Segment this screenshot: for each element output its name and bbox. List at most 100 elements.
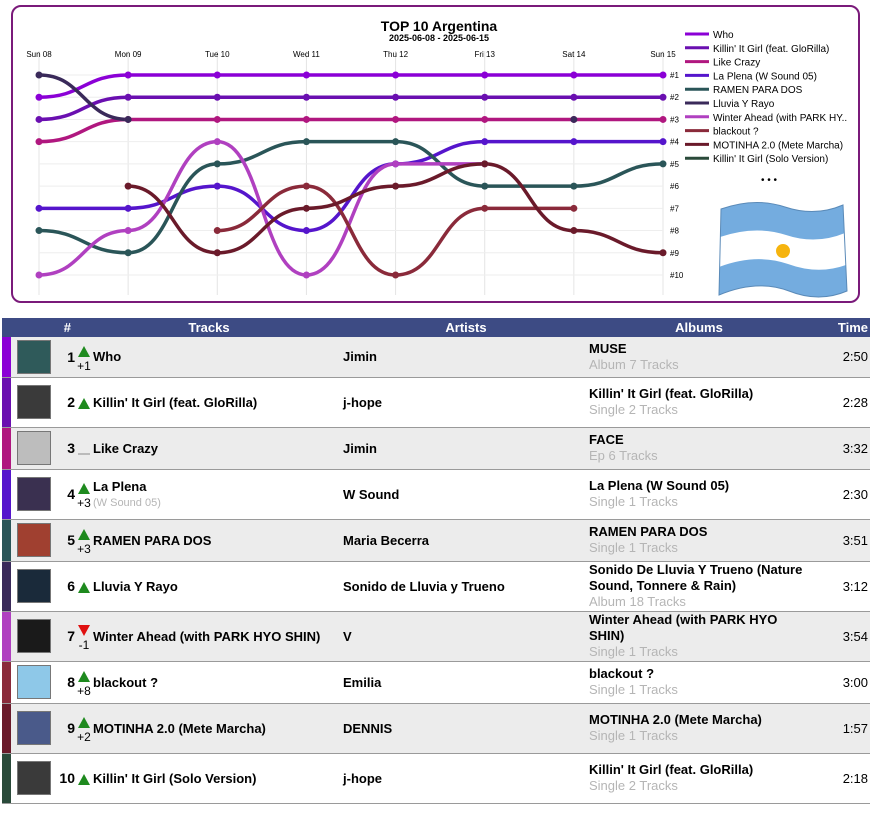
track-title[interactable]: Killin' It Girl (Solo Version)	[93, 770, 257, 786]
album-thumbnail[interactable]	[17, 569, 51, 603]
table-row[interactable]: 8 +8 blackout ? Emilia blackout ? Single 1 Tr…	[2, 661, 870, 704]
album-cell[interactable]: Killin' It Girl (feat. GloRilla) Single 2…	[589, 753, 809, 804]
track-cell[interactable]: Lluvia Y Rayo	[93, 561, 343, 612]
album-thumbnail[interactable]	[17, 477, 51, 511]
track-title[interactable]: blackout ?	[93, 674, 159, 690]
artist-name[interactable]: Emilia	[343, 661, 589, 704]
data-point[interactable]	[35, 138, 43, 146]
track-cell[interactable]: RAMEN PARA DOS	[93, 519, 343, 562]
track-cell[interactable]: Killin' It Girl (Solo Version)	[93, 753, 343, 804]
table-row[interactable]: 6 Lluvia Y Rayo Sonido de Lluvia y Trueno S…	[2, 561, 870, 612]
data-point[interactable]	[35, 227, 43, 235]
album-title[interactable]: RAMEN PARA DOS	[589, 524, 708, 539]
album-thumbnail[interactable]	[17, 339, 51, 374]
track-title[interactable]: RAMEN PARA DOS	[93, 532, 212, 548]
album-thumbnail[interactable]	[17, 665, 51, 699]
album-title[interactable]: FACE	[589, 432, 624, 447]
album-thumbnail[interactable]	[17, 761, 51, 795]
data-point[interactable]	[481, 71, 489, 79]
album-thumbnail[interactable]	[17, 523, 51, 557]
data-point[interactable]	[124, 249, 132, 257]
album-title[interactable]: MOTINHA 2.0 (Mete Marcha)	[589, 712, 762, 727]
data-point[interactable]	[392, 138, 400, 146]
table-row[interactable]: 5 +3 RAMEN PARA DOS Maria Becerra RAMEN PARA…	[2, 519, 870, 562]
data-point[interactable]	[659, 138, 667, 146]
artist-name[interactable]: j-hope	[343, 377, 589, 428]
data-point[interactable]	[392, 160, 400, 168]
data-point[interactable]	[213, 93, 221, 101]
artist-name[interactable]: W Sound	[343, 469, 589, 520]
data-point[interactable]	[35, 115, 43, 123]
album-title[interactable]: Winter Ahead (with PARK HYO SHIN)	[589, 612, 778, 643]
album-cell[interactable]: Winter Ahead (with PARK HYO SHIN) Single …	[589, 611, 809, 662]
legend-entry[interactable]: MOTINHA 2.0 (Mete Marcha)	[713, 140, 843, 151]
track-title[interactable]: Lluvia Y Rayo	[93, 578, 178, 594]
legend-entry[interactable]: La Plena (W Sound 05)	[713, 71, 817, 82]
album-title[interactable]: blackout ?	[589, 666, 655, 681]
data-point[interactable]	[302, 271, 310, 279]
data-point[interactable]	[659, 249, 667, 257]
data-point[interactable]	[124, 204, 132, 212]
album-cell[interactable]: RAMEN PARA DOS Single 1 Tracks	[589, 519, 809, 562]
data-point[interactable]	[124, 227, 132, 235]
album-cell[interactable]: blackout ? Single 1 Tracks	[589, 661, 809, 704]
data-point[interactable]	[35, 71, 43, 79]
data-point[interactable]	[124, 93, 132, 101]
data-point[interactable]	[124, 71, 132, 79]
table-row[interactable]: 2 Killin' It Girl (feat. GloRilla) j-hope K…	[2, 377, 870, 428]
artist-name[interactable]: Jimin	[343, 427, 589, 470]
data-point[interactable]	[481, 93, 489, 101]
data-point[interactable]	[213, 160, 221, 168]
track-cell[interactable]: Killin' It Girl (feat. GloRilla)	[93, 377, 343, 428]
data-point[interactable]	[213, 249, 221, 257]
artist-name[interactable]: Sonido de Lluvia y Trueno	[343, 561, 589, 612]
table-row[interactable]: 4 +3 La Plena (W Sound 05) W Sound La Plena (…	[2, 469, 870, 520]
data-point[interactable]	[213, 227, 221, 235]
data-point[interactable]	[35, 93, 43, 101]
data-point[interactable]	[659, 71, 667, 79]
data-point[interactable]	[302, 227, 310, 235]
data-point[interactable]	[659, 115, 667, 123]
data-point[interactable]	[570, 115, 578, 123]
track-cell[interactable]: La Plena (W Sound 05)	[93, 469, 343, 520]
album-title[interactable]: Killin' It Girl (feat. GloRilla)	[589, 762, 754, 777]
album-cell[interactable]: Killin' It Girl (feat. GloRilla) Single 2…	[589, 377, 809, 428]
data-point[interactable]	[481, 182, 489, 190]
data-point[interactable]	[570, 182, 578, 190]
album-cell[interactable]: Sonido De Lluvia Y Trueno (Nature Sound,…	[589, 561, 809, 612]
data-point[interactable]	[302, 204, 310, 212]
track-title[interactable]: MOTINHA 2.0 (Mete Marcha)	[93, 720, 266, 736]
legend-entry[interactable]: Winter Ahead (with PARK HY..	[713, 113, 847, 124]
data-point[interactable]	[392, 93, 400, 101]
data-point[interactable]	[659, 93, 667, 101]
data-point[interactable]	[481, 138, 489, 146]
data-point[interactable]	[302, 93, 310, 101]
table-row[interactable]: 7 -1 Winter Ahead (with PARK HYO SHIN) V Win…	[2, 611, 870, 662]
album-title[interactable]: Killin' It Girl (feat. GloRilla)	[589, 386, 754, 401]
legend-entry[interactable]: Killin' It Girl (feat. GloRilla)	[713, 44, 829, 55]
data-point[interactable]	[570, 93, 578, 101]
artist-name[interactable]: V	[343, 611, 589, 662]
data-point[interactable]	[213, 115, 221, 123]
track-title[interactable]: Winter Ahead (with PARK HYO SHIN)	[93, 628, 321, 644]
legend-entry[interactable]: RAMEN PARA DOS	[713, 85, 803, 96]
data-point[interactable]	[302, 71, 310, 79]
data-point[interactable]	[481, 160, 489, 168]
data-point[interactable]	[570, 138, 578, 146]
legend-entry[interactable]: Lluvia Y Rayo	[713, 99, 775, 110]
data-point[interactable]	[570, 71, 578, 79]
data-point[interactable]	[213, 182, 221, 190]
data-point[interactable]	[302, 138, 310, 146]
track-cell[interactable]: Who	[93, 337, 343, 378]
legend-entry[interactable]: Killin' It Girl (Solo Version)	[713, 154, 828, 165]
album-thumbnail[interactable]	[17, 619, 51, 653]
album-thumbnail[interactable]	[17, 711, 51, 745]
data-point[interactable]	[124, 115, 132, 123]
artist-name[interactable]: DENNIS	[343, 703, 589, 754]
album-cell[interactable]: MOTINHA 2.0 (Mete Marcha) Single 1 Tracks	[589, 703, 809, 754]
table-row[interactable]: 9 +2 MOTINHA 2.0 (Mete Marcha) DENNIS MOTINH…	[2, 703, 870, 754]
table-row[interactable]: 3 Like Crazy Jimin FACE Ep 6 Tracks 3:32	[2, 427, 870, 470]
data-point[interactable]	[392, 182, 400, 190]
artist-name[interactable]: j-hope	[343, 753, 589, 804]
data-point[interactable]	[35, 271, 43, 279]
